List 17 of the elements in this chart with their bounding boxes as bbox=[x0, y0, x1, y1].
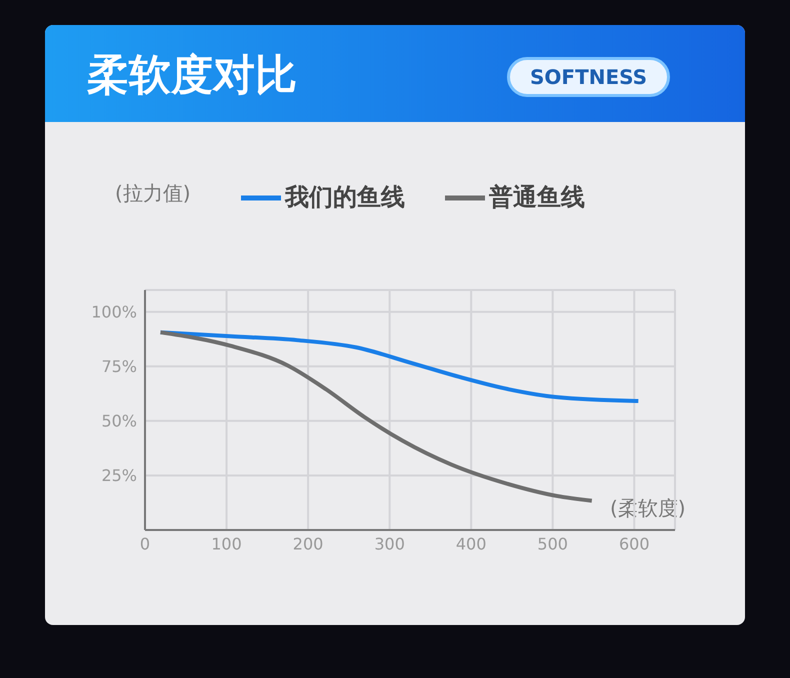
line-series bbox=[158, 330, 594, 503]
x-tick-label: 500 bbox=[537, 534, 568, 554]
y-tick-label: 50% bbox=[101, 412, 137, 431]
chart-title: 柔软度对比 bbox=[87, 49, 297, 101]
x-tick-label: 600 bbox=[618, 534, 650, 554]
x-tick-label: 300 bbox=[374, 534, 405, 554]
legend-label: 我们的鱼线 bbox=[285, 182, 405, 211]
chart-subtitle: SOFTNESS bbox=[507, 57, 670, 97]
x-tick-label: 200 bbox=[292, 534, 324, 554]
x-tick-label: 100 bbox=[211, 534, 242, 554]
x-tick-label: 0 bbox=[140, 534, 150, 554]
y-axis-title: (拉力值) bbox=[115, 180, 191, 207]
x-tick-label: 400 bbox=[456, 534, 486, 554]
y-tick-label: 25% bbox=[101, 466, 137, 486]
y-tick-label: 75% bbox=[101, 357, 137, 376]
y-tick-label: 100% bbox=[91, 302, 137, 322]
legend-label: 普通鱼线 bbox=[489, 182, 585, 211]
